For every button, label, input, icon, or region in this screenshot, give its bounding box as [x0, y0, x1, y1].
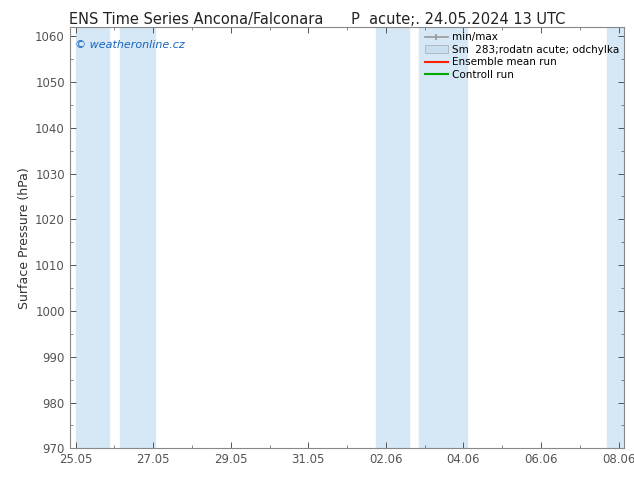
Text: ENS Time Series Ancona/Falconara      P  acute;. 24.05.2024 13 UTC: ENS Time Series Ancona/Falconara P acute…: [69, 12, 565, 27]
Y-axis label: Surface Pressure (hPa): Surface Pressure (hPa): [18, 167, 31, 309]
Bar: [75, 27, 108, 448]
Bar: [419, 27, 467, 448]
Bar: [607, 27, 624, 448]
Bar: [120, 27, 155, 448]
Bar: [376, 27, 409, 448]
Legend: min/max, Sm  283;rodatn acute; odchylka, Ensemble mean run, Controll run: min/max, Sm 283;rodatn acute; odchylka, …: [423, 30, 621, 82]
Text: © weatheronline.cz: © weatheronline.cz: [75, 40, 185, 49]
